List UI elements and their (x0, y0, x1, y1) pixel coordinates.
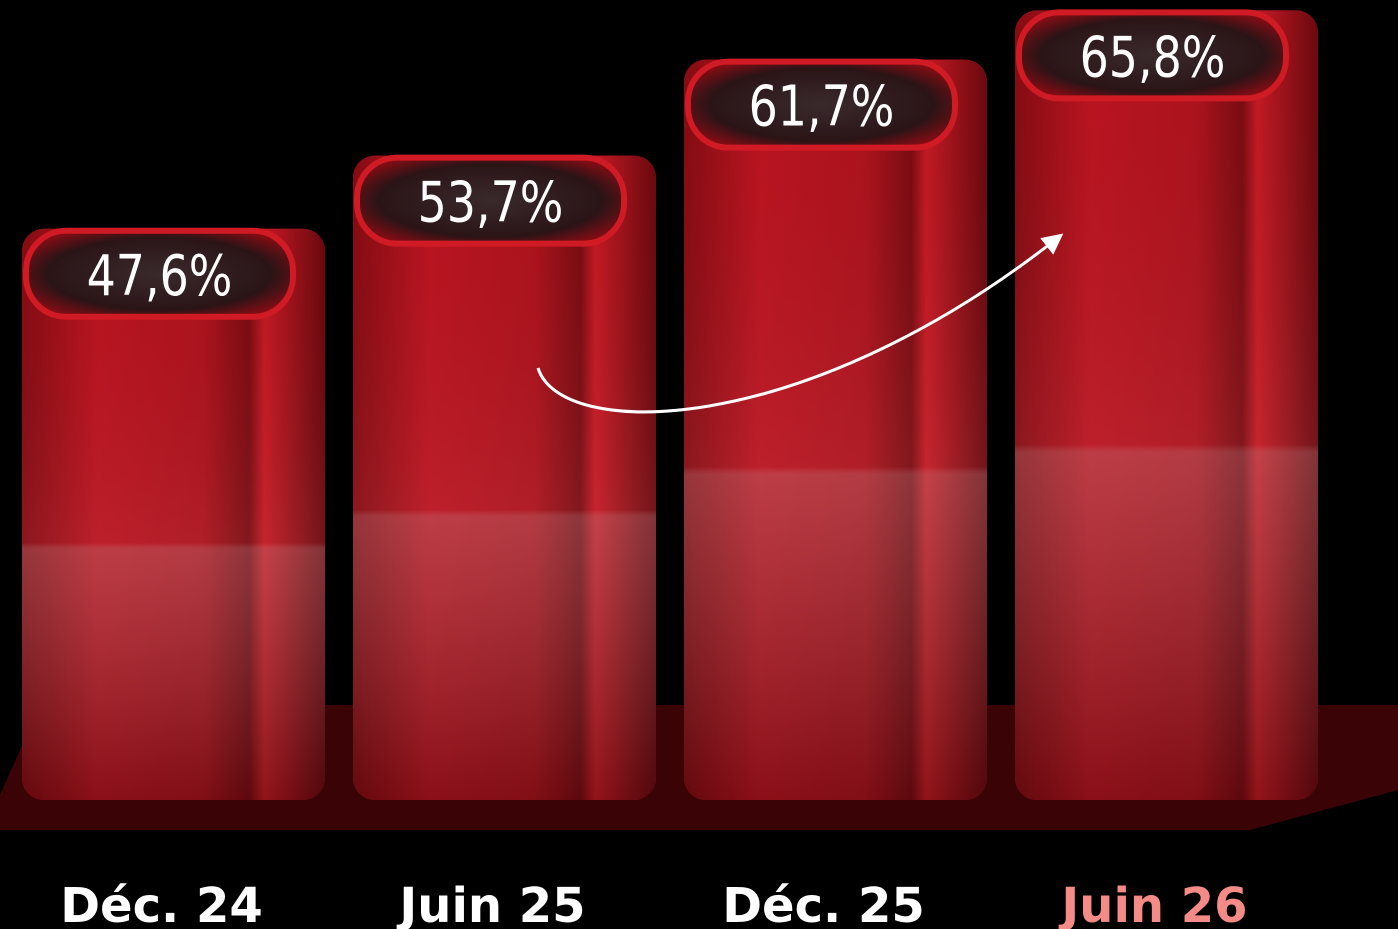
bars (22, 9, 1318, 801)
bar-reflection (684, 59, 987, 801)
bar-reflection (22, 228, 325, 801)
x-tick-label: Juin 26 (1058, 878, 1247, 929)
bar-cap (1016, 9, 1289, 102)
value-label: 53,7% (418, 170, 564, 236)
x-tick-label: Juin 25 (396, 878, 585, 929)
bar-reflection (1015, 10, 1318, 800)
x-tick-label: Déc. 25 (722, 878, 925, 929)
labels: 47,6% Déc. 24 53,7% Juin 25 61,7% Déc. 25 65,8… (60, 25, 1247, 929)
bar-cap (23, 227, 296, 320)
bar-cap (685, 58, 958, 151)
x-tick-label: Déc. 24 (60, 878, 263, 929)
value-label: 47,6% (87, 243, 233, 309)
trend-arrow (536, 233, 1064, 414)
bar-cap (354, 154, 627, 247)
value-label: 61,7% (749, 74, 895, 140)
bar-reflection (353, 155, 656, 801)
value-label: 65,8% (1080, 25, 1226, 91)
